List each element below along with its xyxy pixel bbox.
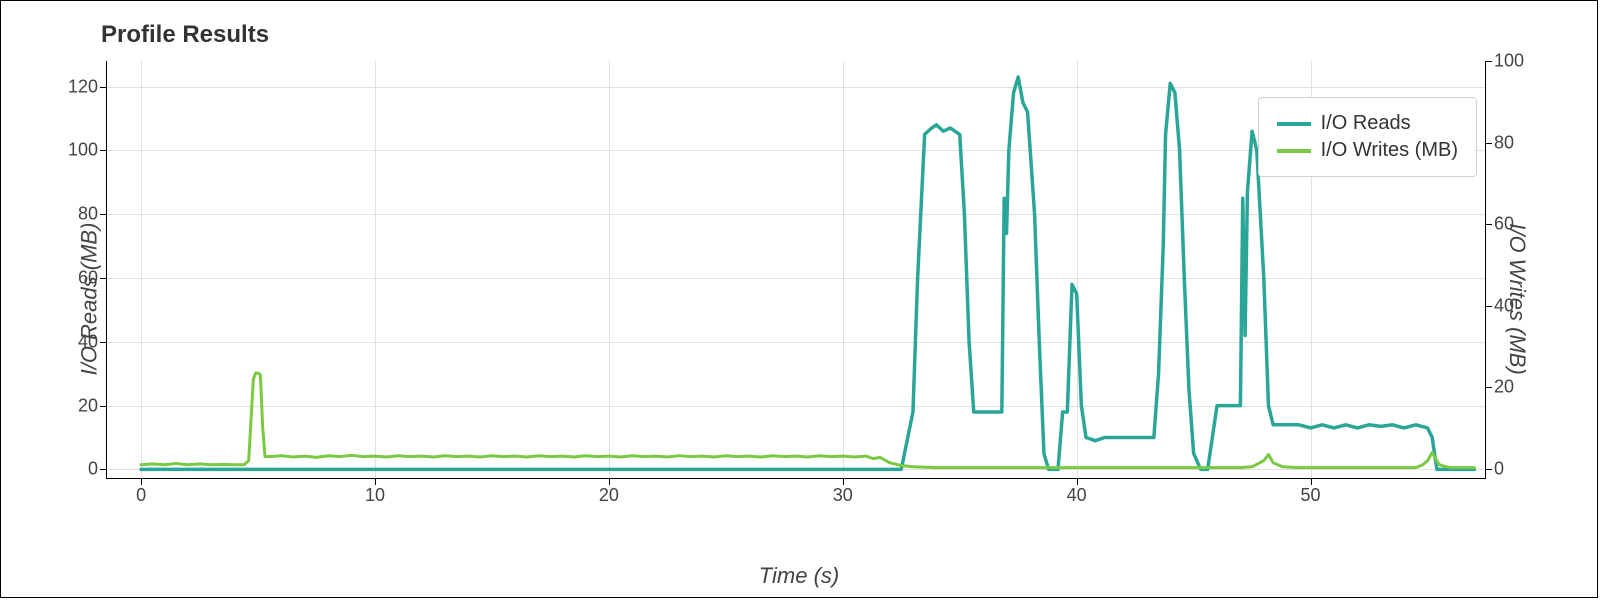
y-left-tick-label: 20 xyxy=(78,395,106,416)
x-tick-label: 10 xyxy=(365,479,385,506)
y-right-tick-label: 80 xyxy=(1486,132,1514,153)
legend-swatch xyxy=(1277,149,1311,153)
legend: I/O Reads I/O Writes (MB) xyxy=(1258,97,1477,177)
chart-title: Profile Results xyxy=(101,21,269,49)
y-right-axis-label: I/O Writes (MB) xyxy=(1504,223,1530,375)
x-tick-label: 30 xyxy=(833,479,853,506)
y-left-axis-label: I/O Reads (MB) xyxy=(76,223,102,376)
y-right-tick-label: 20 xyxy=(1486,377,1514,398)
x-tick-label: 20 xyxy=(599,479,619,506)
legend-label: I/O Reads xyxy=(1321,112,1411,135)
x-tick-label: 0 xyxy=(136,479,146,506)
y-left-tick-label: 120 xyxy=(68,76,106,97)
legend-swatch xyxy=(1277,122,1311,126)
chart-frame: Profile Results 020406080100120020406080… xyxy=(0,0,1598,598)
y-left-tick-label: 100 xyxy=(68,140,106,161)
y-left-tick-label: 0 xyxy=(88,459,106,480)
y-right-tick-label: 0 xyxy=(1486,458,1504,479)
x-tick-label: 40 xyxy=(1067,479,1087,506)
legend-label: I/O Writes (MB) xyxy=(1321,139,1458,162)
x-axis-label: Time (s) xyxy=(759,563,839,589)
y-right-tick-label: 100 xyxy=(1486,51,1524,72)
legend-item: I/O Reads xyxy=(1277,110,1458,137)
x-tick-label: 50 xyxy=(1301,479,1321,506)
y-left-tick-label: 80 xyxy=(78,204,106,225)
legend-item: I/O Writes (MB) xyxy=(1277,137,1458,164)
